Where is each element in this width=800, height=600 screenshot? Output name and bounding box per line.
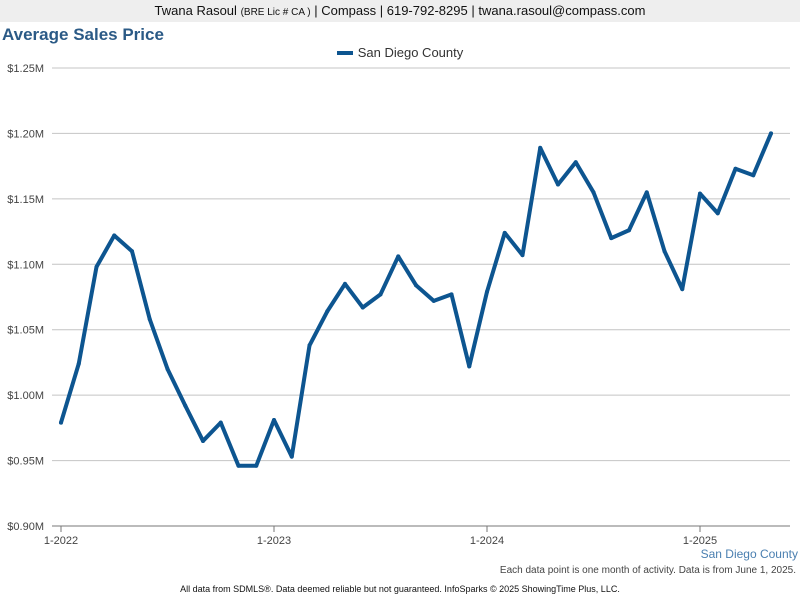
x-tick-label: 1-2024 (470, 535, 504, 547)
y-tick-label: $1.10M (7, 259, 44, 271)
data-point (378, 292, 383, 297)
email-text: twana.rasoul@compass.com (478, 3, 646, 18)
gridlines (52, 67, 790, 527)
data-point (449, 292, 454, 297)
data-point (680, 287, 685, 292)
y-tick-label: $1.25M (7, 63, 44, 75)
x-tick-label: 1-2025 (683, 535, 717, 547)
data-point (94, 264, 99, 269)
data-note: Each data point is one month of activity… (499, 565, 796, 576)
data-point (502, 230, 507, 235)
legend-swatch (336, 50, 353, 55)
data-point (272, 418, 276, 423)
y-tick-label: $1.00M (7, 390, 44, 402)
x-tick-label: 1-2022 (44, 535, 78, 547)
x-tick-label: 1-2023 (257, 535, 291, 547)
data-point (289, 454, 294, 459)
data-point (147, 317, 152, 322)
data-point (609, 236, 614, 241)
agent-header: Twana Rasoul (BRE Lic # CA ) | Compass |… (0, 0, 800, 22)
footer-disclaimer: All data from SDMLS®. Data deemed reliab… (180, 584, 620, 594)
y-tick-label: $1.20M (7, 128, 44, 140)
data-point (183, 403, 188, 408)
data-point (218, 420, 223, 425)
company-text: | Compass | (314, 3, 384, 18)
data-point (307, 343, 312, 348)
data-point (414, 283, 418, 288)
data-point (591, 190, 596, 195)
data-point (325, 309, 330, 314)
data-point (485, 289, 489, 294)
data-point (698, 191, 702, 196)
legend-label: San Diego County (357, 45, 464, 60)
data-point (556, 182, 560, 187)
data-point (396, 254, 401, 259)
data-point (644, 190, 649, 195)
data-point (573, 160, 578, 165)
y-tick-label: $1.15M (7, 194, 44, 206)
data-point (520, 253, 525, 258)
series-line (59, 131, 773, 468)
data-point (751, 173, 756, 178)
header-separator: | (471, 3, 475, 18)
data-point (254, 463, 259, 468)
data-point (715, 211, 720, 216)
agent-name: Twana Rasoul (154, 3, 237, 18)
data-point (769, 131, 773, 136)
series-caption: San Diego County (700, 547, 798, 561)
chart-title: Average Sales Price (2, 25, 164, 44)
y-tick-label: $1.05M (7, 325, 44, 337)
axes: $0.90M $0.95M $1.00M $1.05M $1.10M $1.15M $1.2… (7, 63, 717, 547)
data-point (112, 233, 117, 238)
phone-text: 619-792-8295 (386, 3, 468, 18)
data-point (343, 281, 347, 286)
data-point (130, 249, 134, 254)
series-layer (59, 131, 773, 468)
data-point (467, 364, 472, 369)
chart-legend: San Diego County (0, 45, 800, 60)
data-point (165, 366, 170, 371)
data-point (59, 420, 63, 425)
y-tick-label: $0.95M (7, 456, 44, 468)
data-point (76, 361, 81, 366)
data-point (662, 249, 667, 254)
y-tick-label: $0.90M (7, 521, 44, 533)
data-point (538, 145, 543, 150)
data-point (201, 438, 205, 443)
data-point (627, 228, 631, 233)
data-point (360, 305, 365, 310)
data-point (236, 463, 241, 468)
license-text: (BRE Lic # CA ) (240, 7, 311, 18)
data-point (733, 166, 738, 171)
data-point (431, 298, 436, 303)
